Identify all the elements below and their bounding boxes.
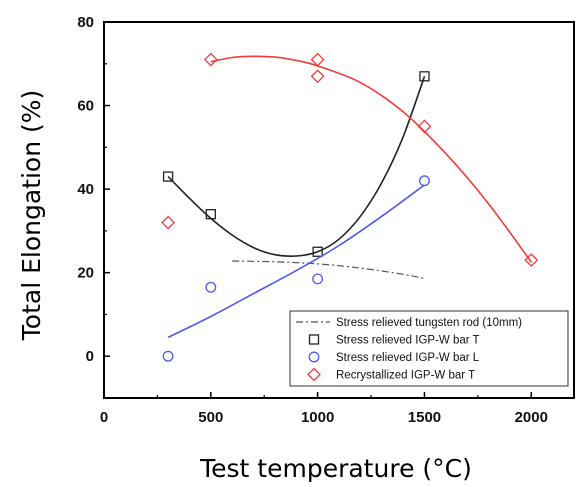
series-3 — [162, 175, 430, 362]
data-point — [312, 246, 323, 257]
x-tick-label: 1000 — [301, 409, 334, 426]
x-axis-title: Test temperature (°C) — [199, 454, 472, 483]
data-point — [524, 253, 539, 268]
data-point — [162, 171, 174, 182]
data-point — [203, 52, 218, 67]
fit-curve — [167, 76, 426, 257]
data-point — [312, 273, 324, 285]
y-tick-label: 20 — [77, 265, 94, 282]
data-point — [417, 119, 432, 134]
series-2 — [162, 71, 430, 257]
data-point — [161, 215, 176, 230]
x-tick-label: 1500 — [408, 409, 441, 426]
data-point — [162, 350, 174, 362]
x-tick-label: 0 — [100, 409, 108, 426]
plot-frame — [103, 21, 575, 399]
legend: Stress relieved tungsten rod (10mm) Stres… — [289, 310, 569, 387]
y-tick-label: 80 — [77, 14, 94, 31]
series-layer — [161, 52, 539, 362]
legend-label: Stress relieved IGP-W bar L — [336, 352, 480, 364]
x-tick-label: 500 — [198, 409, 223, 426]
legend-label: Recrystallized IGP-W bar T — [336, 370, 475, 382]
series-4 — [161, 52, 539, 268]
legend-label: Stress relieved IGP-W bar T — [336, 335, 480, 347]
data-point — [419, 175, 430, 187]
y-tick-label: 40 — [77, 181, 94, 198]
x-tick-label: 2000 — [515, 409, 548, 426]
data-point — [419, 71, 430, 82]
legend-label: Stress relieved tungsten rod (10mm) — [336, 317, 522, 329]
y-axis-title: Total Elongation (%) — [17, 90, 46, 342]
data-point — [205, 281, 217, 293]
legend-marker-icon — [307, 367, 321, 382]
data-point — [310, 52, 325, 67]
series-line — [232, 260, 425, 280]
legend-marker-icon — [308, 334, 320, 345]
y-tick-label: 0 — [86, 348, 94, 365]
fit-curve — [167, 184, 425, 339]
data-point — [310, 69, 325, 84]
data-point — [205, 209, 216, 220]
legend-marker-icon — [308, 351, 320, 363]
legend-box — [289, 310, 569, 387]
y-tick-label: 60 — [77, 98, 94, 115]
series-1 — [232, 260, 425, 280]
plot-border — [103, 21, 575, 399]
fit-curve — [210, 55, 532, 263]
axis-ticks: 0 500 1000 1500 2000 0 20 40 60 80 — [77, 14, 548, 426]
